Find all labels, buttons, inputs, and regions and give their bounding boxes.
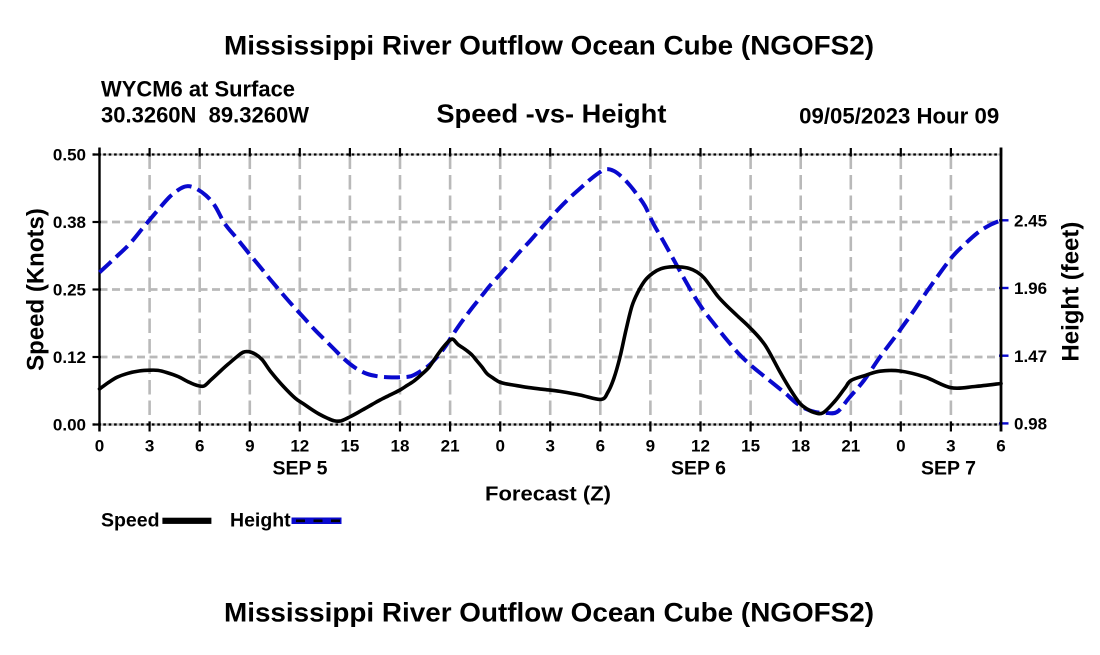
svg-text:6: 6	[195, 437, 204, 456]
svg-text:18: 18	[391, 437, 410, 456]
svg-text:WYCM6 at Surface: WYCM6 at Surface	[101, 77, 295, 102]
svg-text:09/05/2023 Hour 09: 09/05/2023 Hour 09	[799, 103, 999, 128]
svg-text:SEP 5: SEP 5	[273, 458, 328, 480]
svg-text:0.00: 0.00	[53, 416, 86, 435]
svg-text:12: 12	[290, 437, 309, 456]
svg-text:Speed -vs- Height: Speed -vs- Height	[436, 98, 666, 128]
svg-text:Forecast (Z): Forecast (Z)	[485, 483, 611, 505]
svg-text:0.38: 0.38	[53, 213, 86, 232]
svg-text:Height: Height	[230, 510, 291, 532]
svg-text:0.12: 0.12	[53, 348, 86, 367]
svg-text:18: 18	[791, 437, 810, 456]
svg-text:0.25: 0.25	[53, 281, 86, 300]
svg-text:0: 0	[95, 437, 104, 456]
svg-text:SEP 7: SEP 7	[921, 458, 976, 480]
svg-text:21: 21	[441, 437, 460, 456]
svg-text:2.45: 2.45	[1014, 212, 1047, 231]
svg-text:Height (feet): Height (feet)	[1058, 222, 1085, 362]
svg-text:9: 9	[646, 437, 655, 456]
svg-text:3: 3	[545, 437, 554, 456]
svg-text:Mississippi River Outflow Ocea: Mississippi River Outflow Ocean Cube (NG…	[224, 598, 874, 628]
svg-text:1.47: 1.47	[1014, 347, 1047, 366]
svg-text:1.96: 1.96	[1014, 279, 1047, 298]
svg-text:6: 6	[596, 437, 605, 456]
svg-text:SEP 6: SEP 6	[671, 458, 726, 480]
svg-text:15: 15	[340, 437, 359, 456]
svg-text:Speed: Speed	[101, 510, 160, 532]
svg-text:Mississippi River Outflow Ocea: Mississippi River Outflow Ocean Cube (NG…	[224, 30, 874, 60]
svg-text:0.98: 0.98	[1014, 415, 1047, 434]
svg-text:0: 0	[896, 437, 905, 456]
svg-text:9: 9	[245, 437, 254, 456]
svg-text:3: 3	[145, 437, 154, 456]
svg-text:Speed (Knots): Speed (Knots)	[23, 208, 50, 371]
svg-text:12: 12	[691, 437, 710, 456]
svg-text:0: 0	[495, 437, 504, 456]
svg-text:0.50: 0.50	[53, 146, 86, 165]
svg-text:30.3260N 89.3260W: 30.3260N 89.3260W	[101, 103, 309, 128]
svg-text:6: 6	[996, 437, 1005, 456]
svg-text:15: 15	[741, 437, 760, 456]
svg-text:3: 3	[946, 437, 955, 456]
svg-text:21: 21	[841, 437, 860, 456]
